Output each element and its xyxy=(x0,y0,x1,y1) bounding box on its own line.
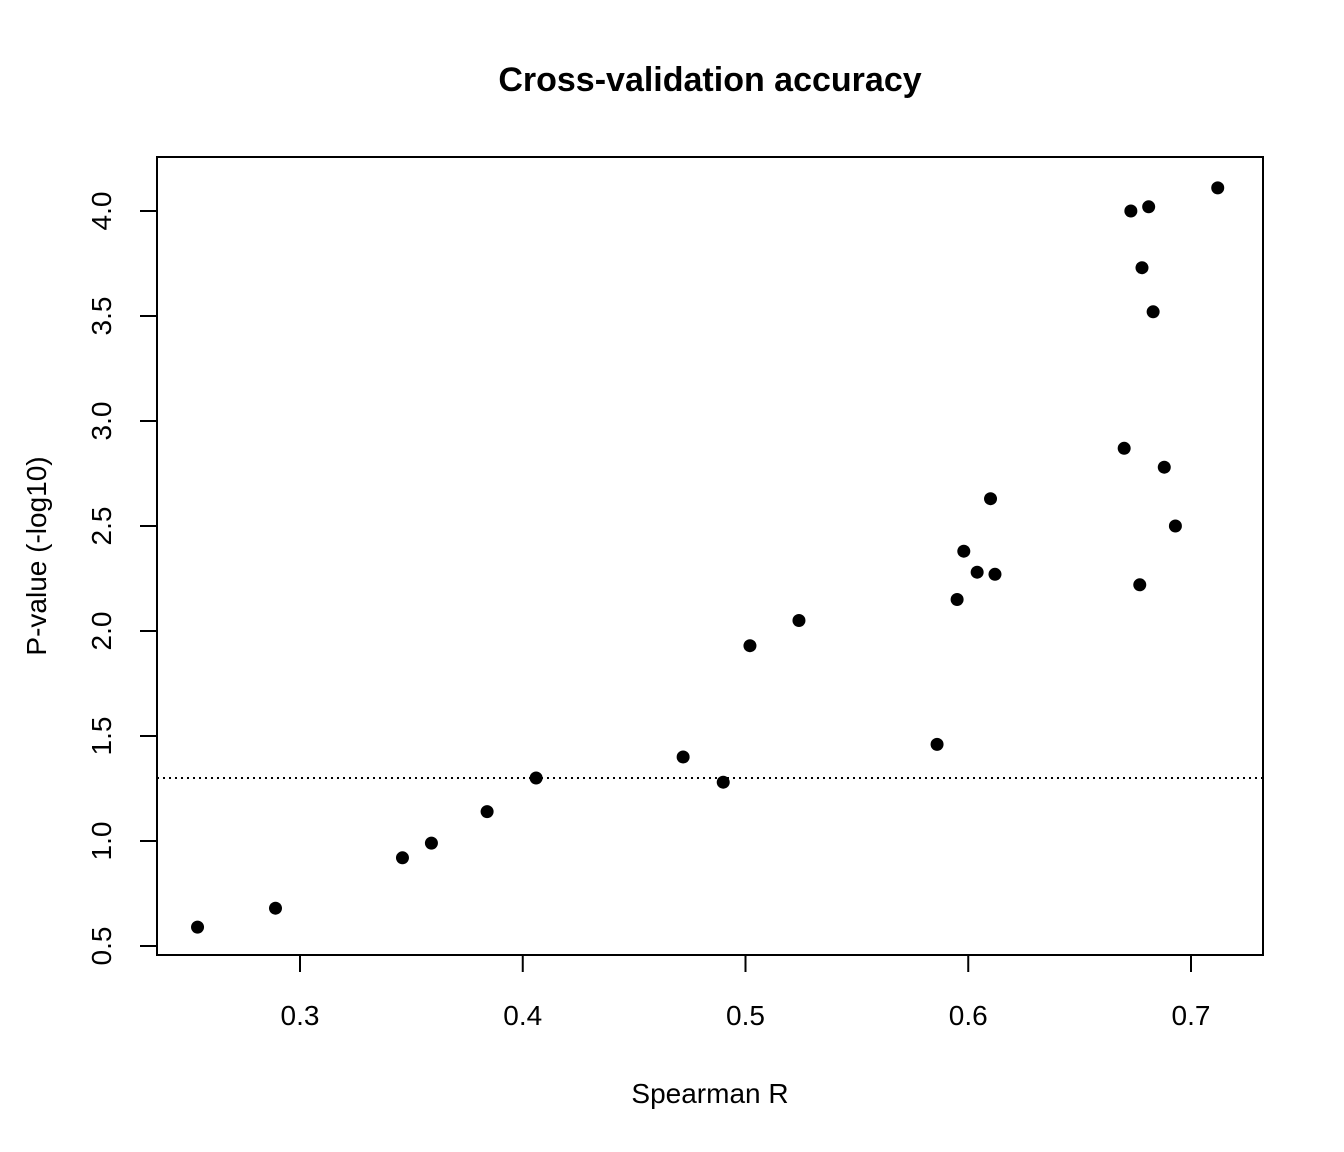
data-point xyxy=(984,492,998,506)
data-point xyxy=(957,544,971,558)
y-tick-label: 1.0 xyxy=(86,822,117,861)
data-point xyxy=(268,901,282,915)
data-point xyxy=(395,851,409,865)
data-point xyxy=(1168,519,1182,533)
data-point xyxy=(988,567,1002,581)
data-point xyxy=(424,836,438,850)
y-tick-label: 2.5 xyxy=(86,507,117,546)
x-tick-label: 0.5 xyxy=(726,1000,765,1031)
y-tick-label: 1.5 xyxy=(86,717,117,756)
x-axis-label: Spearman R xyxy=(631,1078,788,1109)
data-point xyxy=(716,775,730,789)
data-point xyxy=(1146,305,1160,319)
data-point xyxy=(930,737,944,751)
data-point xyxy=(480,805,494,819)
y-tick-label: 4.0 xyxy=(86,192,117,231)
y-tick-label: 2.0 xyxy=(86,612,117,651)
data-point xyxy=(743,639,757,653)
data-point xyxy=(1142,200,1156,214)
y-tick-label: 3.5 xyxy=(86,297,117,336)
y-tick-label: 0.5 xyxy=(86,927,117,966)
x-tick-label: 0.7 xyxy=(1172,1000,1211,1031)
data-point xyxy=(792,614,806,627)
data-point xyxy=(1135,261,1149,275)
x-tick-label: 0.4 xyxy=(503,1000,542,1031)
data-point xyxy=(529,771,543,785)
y-tick-label: 3.0 xyxy=(86,402,117,441)
data-point xyxy=(950,593,964,606)
data-point xyxy=(970,565,984,579)
data-point xyxy=(1133,578,1147,592)
data-point xyxy=(1117,441,1131,455)
chart-title: Cross-validation accuracy xyxy=(498,61,921,99)
x-tick-label: 0.6 xyxy=(949,1000,988,1031)
data-point xyxy=(191,920,205,934)
plot-frame xyxy=(156,156,1264,956)
y-axis-label: P-value (-log10) xyxy=(21,456,52,655)
data-point xyxy=(1124,204,1138,218)
data-point xyxy=(1157,460,1171,474)
data-point xyxy=(1211,181,1225,195)
data-point xyxy=(676,750,690,764)
x-axis: 0.3 0.4 0.5 0.6 0.7 xyxy=(281,954,1211,1031)
y-axis: 0.5 1.0 1.5 2.0 2.5 3.0 3.5 4.0 xyxy=(86,192,158,966)
data-points xyxy=(191,181,1225,934)
x-tick-label: 0.3 xyxy=(281,1000,320,1031)
